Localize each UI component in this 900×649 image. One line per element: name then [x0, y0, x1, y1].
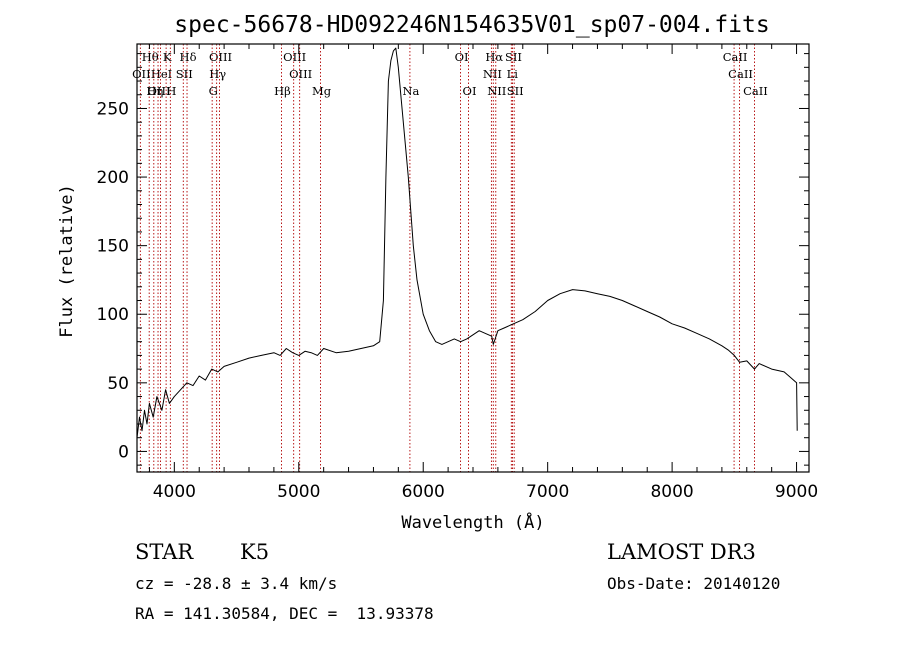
- spectral-line-label: SII: [505, 50, 522, 64]
- survey-name: LAMOST DR3: [607, 540, 756, 564]
- plot-frame: [136, 43, 810, 473]
- spectral-line-label: OI: [463, 84, 477, 98]
- x-tick-label: 8000: [650, 482, 693, 502]
- y-axis-label: Flux (relative): [57, 184, 77, 338]
- spectral-line-label: OII: [132, 67, 151, 81]
- spectral-line-label: OIII: [209, 50, 232, 64]
- chart-title: spec-56678-HD092246N154635V01_sp07-004.f…: [174, 12, 769, 38]
- obs-date: Obs-Date: 20140120: [607, 574, 781, 593]
- y-tick-label: 200: [97, 168, 129, 188]
- spectral-line-label: SII: [176, 67, 193, 81]
- spectral-line-label: Hγ: [209, 67, 226, 81]
- object-class: STAR: [135, 540, 194, 564]
- spectral-line-label: Li: [507, 67, 519, 81]
- y-tick-label: 50: [107, 374, 129, 394]
- spectral-line-label: Na: [402, 84, 419, 98]
- spectrum-line: [136, 47, 798, 438]
- spectral-line-label: Hδ: [180, 50, 197, 64]
- spectral-line-label: NII: [487, 84, 506, 98]
- y-tick-label: 100: [97, 305, 129, 325]
- spectral-line-label: Hβ: [274, 84, 291, 98]
- spectral-line-label: Hθ: [142, 50, 159, 64]
- coordinates: RA = 141.30584, DEC = 13.93378: [135, 604, 434, 623]
- spectral-line-label: H: [166, 84, 176, 98]
- spectral-line-label: Mg: [312, 84, 332, 98]
- x-tick-label: 9000: [775, 482, 818, 502]
- spectral-line-label: G: [209, 84, 218, 98]
- spectral-line-label: SII: [507, 84, 524, 98]
- axis-ticks: 4000 5000 6000 7000 8000 9000 0 50 100 150 200 250: [97, 44, 818, 502]
- y-tick-label: 250: [97, 99, 129, 119]
- spectral-line-label: CaII: [723, 50, 748, 64]
- x-tick-label: 5000: [277, 482, 320, 502]
- spectral-line-label: CaII: [743, 84, 768, 98]
- spectral-line-label: OIII: [283, 50, 306, 64]
- spectral-line-label: OIII: [289, 67, 312, 81]
- spectral-line-label: NII: [483, 67, 502, 81]
- spectral-line-label: Hα: [485, 50, 503, 64]
- x-tick-label: 6000: [402, 482, 445, 502]
- x-axis-label: Wavelength (Å): [401, 511, 544, 533]
- spectral-line-label: HeI: [151, 67, 172, 81]
- subclass: K5: [240, 540, 270, 564]
- spectrum-series: [136, 47, 798, 438]
- y-tick-label: 0: [118, 442, 129, 462]
- spectral-line-label: K: [163, 50, 172, 64]
- x-tick-label: 4000: [153, 482, 196, 502]
- cz-value: cz = -28.8 ± 3.4 km/s: [135, 574, 338, 593]
- spectral-line-label: OIII: [147, 84, 170, 98]
- spectral-line-label: OI: [455, 50, 469, 64]
- x-tick-label: 7000: [526, 482, 569, 502]
- spectral-line-label: Hη: [146, 84, 163, 98]
- y-tick-label: 150: [97, 237, 129, 257]
- spectral-line-label: CaII: [728, 67, 753, 81]
